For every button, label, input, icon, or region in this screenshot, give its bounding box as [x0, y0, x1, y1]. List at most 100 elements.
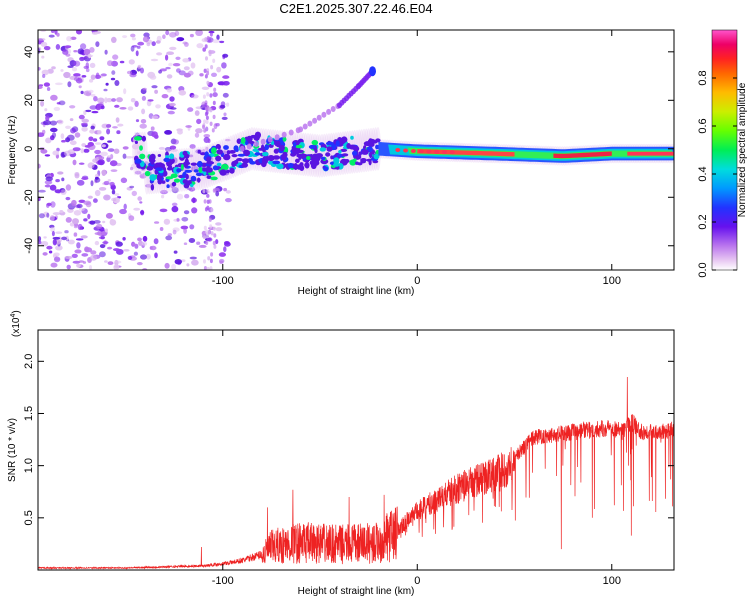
noise-blob [209, 224, 213, 229]
noise-blob [44, 180, 53, 185]
noise-blob [180, 225, 189, 230]
noise-blob [147, 71, 156, 79]
noise-blob [71, 253, 78, 258]
noise-blob [211, 128, 215, 133]
noise-blob [107, 179, 112, 182]
noise-blob [115, 117, 120, 123]
noise-blob [75, 238, 84, 241]
noise-blob [131, 243, 136, 246]
noise-blob [44, 184, 51, 188]
noise-blob [166, 51, 175, 55]
noise-blob [162, 34, 166, 39]
tone-blob [190, 162, 198, 166]
noise-blob [79, 56, 85, 62]
noise-blob [88, 53, 92, 59]
spectrogram-frame [37, 29, 675, 271]
harmonic-blob [298, 126, 304, 133]
tone-blob [229, 150, 236, 154]
noise-blob [70, 127, 76, 134]
tone-blob [184, 153, 190, 159]
harmonic-blob [260, 138, 266, 145]
noise-blob [97, 230, 105, 237]
noise-blob [67, 81, 72, 88]
noise-blob [103, 180, 110, 186]
noise-blob [95, 142, 102, 145]
noise-blob [106, 156, 111, 163]
noise-blob [54, 189, 62, 194]
noise-blob [208, 30, 215, 34]
noise-blob [95, 104, 102, 111]
tone-blob [210, 176, 218, 181]
noise-blob [189, 256, 197, 260]
noise-blob [131, 143, 140, 150]
snr-xtick-label: 100 [603, 575, 621, 587]
noise-blob [206, 193, 210, 198]
noise-blob [72, 218, 79, 225]
tone-blob [314, 154, 321, 162]
noise-blob [154, 221, 160, 224]
noise-blob [78, 207, 85, 212]
noise-blob [107, 155, 111, 158]
noise-blob [185, 125, 192, 128]
snr-ytick-label: 0.5 [23, 510, 35, 525]
tone-blob [353, 158, 357, 162]
noise-blob [137, 151, 141, 155]
tone-blob [367, 138, 376, 145]
noise-blob [40, 100, 45, 107]
noise-blob [57, 119, 64, 125]
noise-blob [46, 87, 51, 91]
tone-dot [434, 149, 440, 154]
noise-blob [100, 235, 105, 240]
snr-scale-text: (x10 [11, 317, 22, 337]
noise-blob [207, 107, 211, 112]
noise-blob [206, 80, 210, 86]
spec-xtick-label: 100 [603, 275, 621, 287]
noise-blob [136, 45, 141, 49]
tone-blob [308, 144, 316, 149]
noise-blob [38, 163, 41, 169]
noise-blob [176, 128, 183, 132]
noise-blob [130, 166, 134, 171]
noise-blob [131, 190, 137, 197]
colorbar-tick-label: 0.4 [697, 166, 709, 181]
noise-blob [85, 62, 90, 69]
noise-blob [136, 262, 143, 266]
tone-blob [139, 153, 146, 160]
snr-xlabel: Height of straight line (km) [298, 586, 415, 597]
noise-blob [100, 73, 107, 77]
noise-blob [158, 70, 163, 74]
noise-blob [110, 154, 114, 160]
tone-blob [211, 147, 217, 155]
tone-dot [418, 149, 424, 154]
noise-blob [169, 145, 177, 150]
noise-blob [120, 177, 128, 184]
noise-blob [89, 79, 94, 83]
noise-blob [84, 145, 91, 148]
tone-dot [403, 148, 409, 153]
tone-blob [189, 183, 194, 188]
noise-blob [169, 46, 177, 51]
tone-band-core [627, 151, 674, 156]
tone-blob [185, 173, 189, 180]
tone-blob [173, 178, 181, 183]
noise-blob [208, 51, 212, 57]
harmonic-end [369, 66, 376, 77]
noise-blob [139, 201, 143, 204]
noise-blob [49, 184, 57, 191]
noise-blob [119, 208, 127, 215]
noise-blob [205, 146, 209, 152]
noise-blob [165, 54, 169, 61]
noise-blob [61, 177, 65, 182]
noise-blob [53, 256, 61, 263]
noise-blob [46, 212, 50, 218]
noise-blob [151, 85, 158, 89]
noise-blob [186, 263, 190, 267]
tone-blob [150, 184, 155, 191]
noise-blob [51, 132, 57, 138]
noise-blob [97, 97, 105, 104]
noise-blob [107, 261, 114, 265]
noise-blob [181, 217, 189, 222]
noise-blob [73, 210, 82, 216]
noise-blob [223, 246, 227, 253]
noise-blob [65, 125, 71, 129]
